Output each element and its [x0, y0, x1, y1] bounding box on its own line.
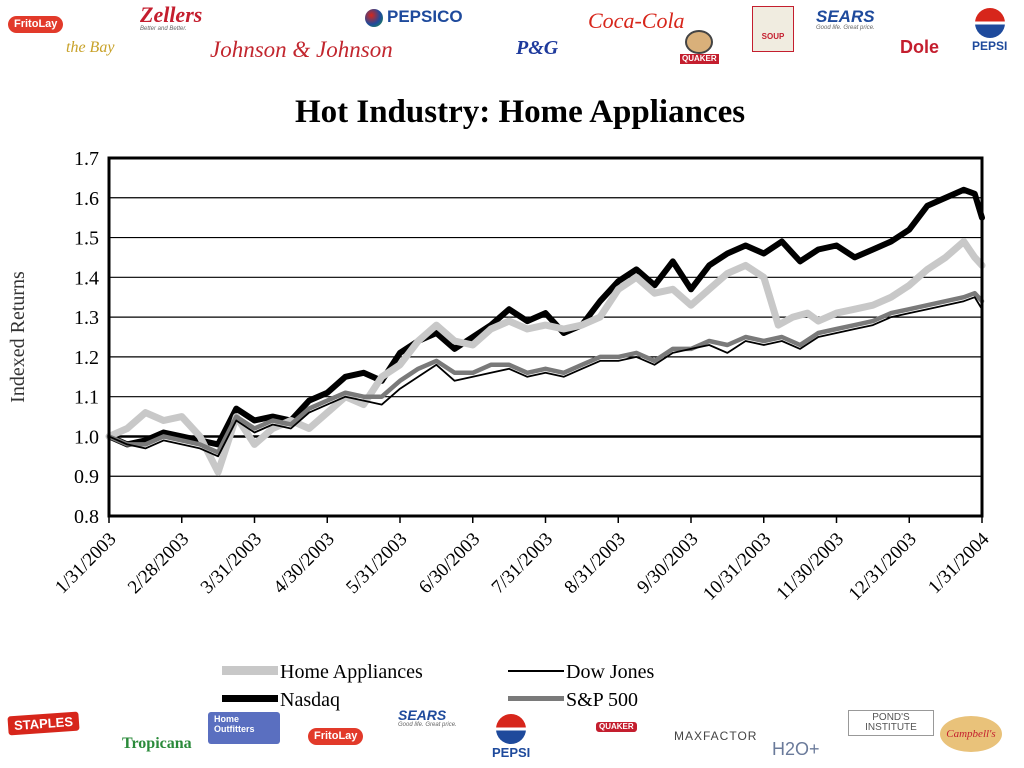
x-tick-label-6: 7/31/2003	[488, 529, 557, 598]
fritolay-logo: FritoLay	[8, 16, 64, 33]
dole-logo: Dole	[900, 37, 940, 57]
pepsico-wordmark: PEPSICO	[387, 7, 463, 26]
series-line-s-p-500	[106, 290, 985, 455]
ponds-institute-logo: POND'S INSTITUTE	[848, 710, 934, 736]
x-axis-ticks: 1/31/2003 2/28/2003 3/31/2003 4/30/2003 5/31…	[51, 516, 994, 605]
series-lines	[105, 186, 986, 476]
line-chart: 0.8 0.9 1.0 1.1 1.2 1.3 1.4 1.5 1.6 1.7 1/31/2003…	[7, 148, 994, 605]
home-outfitters-logo: Home Outfitters	[208, 712, 280, 744]
x-tick-label-7: 8/31/2003	[560, 529, 629, 598]
pepsi-wordmark: PEPSI	[972, 39, 1008, 53]
y-tick-label-1.6: 1.6	[74, 188, 99, 210]
grid-lines	[109, 157, 982, 517]
chart-title: Hot Industry: Home Appliances	[294, 94, 746, 130]
legend-label-nasdaq: Nasdaq	[280, 689, 340, 711]
legend-swatch-dow-jones	[508, 670, 564, 672]
y-tick-label-0.9: 0.9	[74, 466, 99, 488]
y-axis-label: Indexed Returns	[7, 271, 29, 403]
cocacola-logo: Coca-Cola	[588, 8, 685, 33]
x-tick-label-5: 6/30/2003	[415, 529, 484, 598]
pepsi-footer-wordmark: PEPSI	[492, 745, 531, 760]
sears-wordmark: SEARS	[816, 7, 875, 26]
y-tick-label-1.3: 1.3	[74, 307, 99, 329]
campbells-soup-logo: SOUP	[752, 6, 794, 52]
x-tick-label-0: 1/31/2003	[51, 529, 120, 598]
maxfactor-logo: MAXFACTOR	[674, 729, 758, 743]
y-tick-label-1.0: 1.0	[74, 426, 99, 448]
pepsico-logo: PEPSICO	[365, 8, 463, 27]
x-tick-label-12: 1/31/2004	[924, 528, 994, 598]
zellers-tagline: Better and Better.	[140, 26, 187, 32]
y-axis-ticks: 0.8 0.9 1.0 1.1 1.2 1.3 1.4 1.5 1.6 1.7	[74, 148, 99, 528]
legend-swatch-nasdaq	[222, 695, 278, 702]
x-tick-label-1: 2/28/2003	[124, 529, 193, 598]
quaker-logo: QUAKER	[680, 30, 719, 64]
legend-label-sp500: S&P 500	[566, 689, 639, 711]
campbells-logo: Campbell's	[940, 716, 1002, 752]
h2o-logo: H2O+	[772, 739, 820, 759]
legend-swatch-sp500	[508, 696, 564, 701]
legend-swatch-home-appliances	[222, 666, 278, 675]
sears-tagline: Good life. Great price.	[816, 25, 875, 31]
sears-footer-wordmark: SEARS	[398, 707, 447, 723]
x-tick-label-9: 10/31/2003	[699, 529, 775, 605]
pg-logo: P&G	[516, 37, 559, 59]
johnson-logo: Johnson & Johnson	[210, 37, 393, 62]
y-tick-label-0.8: 0.8	[74, 506, 99, 528]
pepsi-globe-icon	[974, 8, 1005, 38]
sears-footer-logo: SEARS Good life. Great price.	[398, 708, 457, 728]
series-line-home-appliances	[105, 238, 986, 476]
footer-logo-strip: STAPLES Tropicana Home Outfitters FritoL…	[0, 700, 1024, 768]
sears-footer-tagline: Good life. Great price.	[398, 722, 457, 728]
y-tick-label-1.7: 1.7	[74, 148, 99, 170]
series-line-dow-jones	[108, 296, 983, 458]
fritolay-footer-logo: FritoLay	[308, 728, 364, 745]
x-tick-label-10: 11/30/2003	[772, 529, 848, 605]
pepsi-footer-logo: PEPSI	[492, 714, 530, 759]
series-line-nasdaq	[106, 186, 985, 448]
campbells-soup-wordmark: SOUP	[761, 32, 785, 41]
quaker-footer-logo: QUAKER	[596, 722, 637, 732]
x-tick-label-2: 3/31/2003	[197, 529, 266, 598]
quaker-wordmark: QUAKER	[680, 54, 719, 64]
x-tick-label-11: 12/31/2003	[845, 529, 921, 605]
x-tick-label-8: 9/30/2003	[633, 529, 702, 598]
y-tick-label-1.2: 1.2	[74, 347, 99, 369]
y-tick-label-1.4: 1.4	[74, 267, 99, 289]
x-tick-label-3: 4/30/2003	[269, 529, 338, 598]
legend-label-dow-jones: Dow Jones	[566, 661, 655, 683]
y-tick-label-1.5: 1.5	[74, 228, 99, 250]
staples-logo: STAPLES	[7, 711, 80, 736]
pepsi-logo: PEPSI	[972, 8, 1007, 52]
plot-area-frame	[107, 156, 984, 518]
zellers-logo: Zellers Better and Better.	[140, 2, 203, 33]
sears-logo: SEARS Good life. Great price.	[816, 8, 875, 31]
pepsico-globe-icon	[365, 8, 383, 27]
legend-label-home-appliances: Home Appliances	[280, 661, 423, 683]
x-tick-label-4: 5/31/2003	[342, 529, 411, 598]
quaker-face-icon	[685, 30, 714, 54]
zellers-wordmark: Zellers	[140, 2, 203, 27]
header-logo-strip: FritoLay Zellers Better and Better. the …	[0, 0, 1024, 70]
y-tick-label-1.1: 1.1	[74, 387, 99, 409]
the-bay-logo: the Bay	[66, 39, 115, 56]
tropicana-logo: Tropicana	[122, 735, 192, 752]
pepsi-footer-globe-icon	[496, 714, 527, 744]
